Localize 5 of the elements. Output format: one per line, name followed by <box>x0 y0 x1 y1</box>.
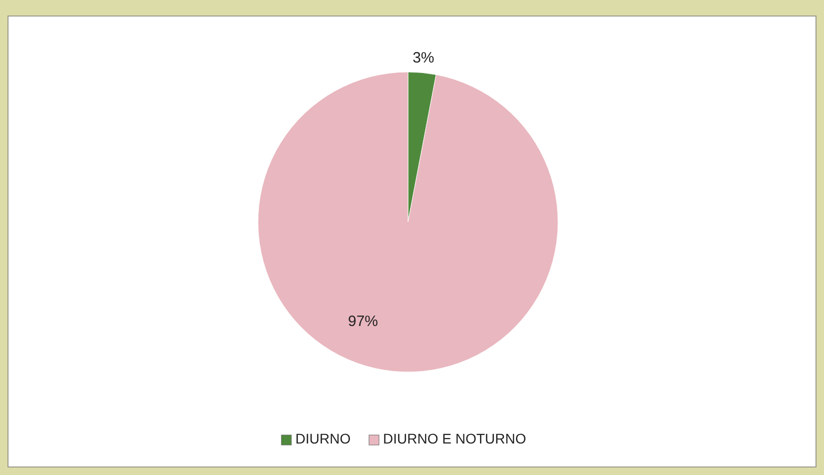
legend-label: DIURNO E NOTURNO <box>383 430 526 447</box>
data-label: 3% <box>412 50 434 67</box>
legend-label: DIURNO <box>295 430 351 447</box>
data-label: 97% <box>348 312 378 330</box>
pie-slice <box>258 72 558 372</box>
